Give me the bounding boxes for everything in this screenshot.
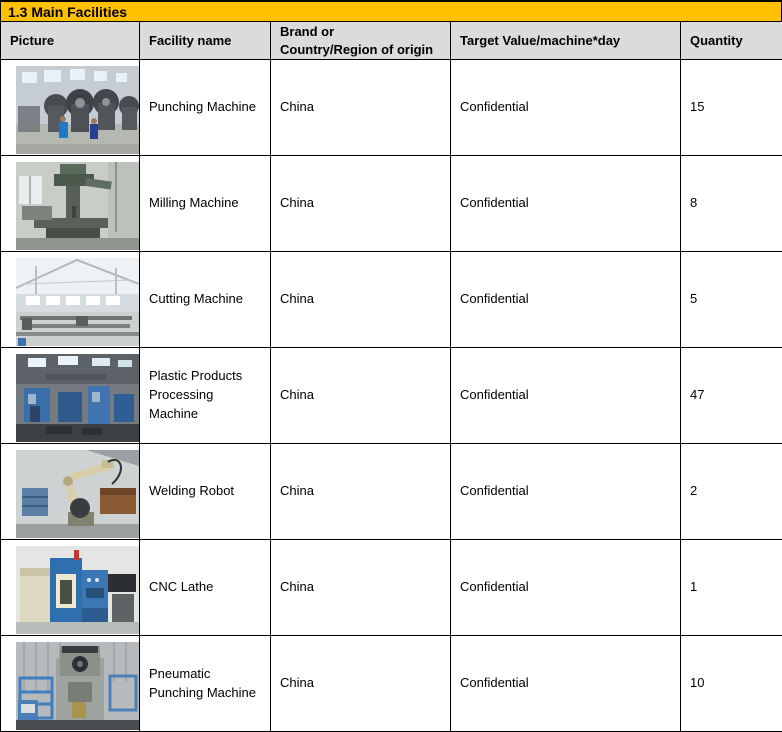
target-value-cell: Confidential: [450, 635, 681, 732]
brand-origin-cell: China: [270, 347, 451, 444]
cnc-lathe-photo: [16, 545, 139, 634]
cutting-machine-photo: [16, 257, 139, 346]
target-value-cell: Confidential: [450, 539, 681, 636]
quantity-cell: 5: [680, 251, 782, 348]
target-value-cell: Confidential: [450, 347, 681, 444]
picture-cell: [0, 443, 140, 540]
table-row: Pneumatic Punching Machine China Confide…: [0, 635, 782, 732]
welding-robot-photo: [16, 449, 139, 538]
brand-origin-cell: China: [270, 443, 451, 540]
plastic-processing-machine-photo: [16, 353, 139, 442]
facility-name-cell: Welding Robot: [139, 443, 271, 540]
facilities-table: Picture Facility name Brand or Country/R…: [0, 21, 782, 732]
brand-origin-cell: China: [270, 539, 451, 636]
table-row: Plastic Products Processing Machine Chin…: [0, 347, 782, 444]
target-value-cell: Confidential: [450, 251, 681, 348]
picture-cell: [0, 635, 140, 732]
quantity-cell: 2: [680, 443, 782, 540]
picture-cell: [0, 539, 140, 636]
picture-cell: [0, 251, 140, 348]
quantity-cell: 1: [680, 539, 782, 636]
table-row: CNC Lathe China Confidential 1: [0, 539, 782, 636]
picture-cell: [0, 347, 140, 444]
header-target-value: Target Value/machine*day: [450, 21, 681, 60]
milling-machine-photo: [16, 161, 139, 250]
facility-name-cell: Plastic Products Processing Machine: [139, 347, 271, 444]
facility-name-cell: Pneumatic Punching Machine: [139, 635, 271, 732]
target-value-cell: Confidential: [450, 59, 681, 156]
quantity-cell: 8: [680, 155, 782, 252]
punching-machine-photo: [16, 65, 139, 154]
header-brand-origin: Brand or Country/Region of origin: [270, 21, 451, 60]
brand-origin-cell: China: [270, 635, 451, 732]
facility-name-cell: Milling Machine: [139, 155, 271, 252]
picture-cell: [0, 155, 140, 252]
facility-name-cell: Cutting Machine: [139, 251, 271, 348]
picture-cell: [0, 59, 140, 156]
facility-name-cell: CNC Lathe: [139, 539, 271, 636]
brand-origin-cell: China: [270, 251, 451, 348]
header-picture: Picture: [0, 21, 140, 60]
table-row: Milling Machine China Confidential 8: [0, 155, 782, 252]
pneumatic-punching-machine-photo: [16, 641, 139, 730]
header-facility: Facility name: [139, 21, 271, 60]
brand-origin-cell: China: [270, 59, 451, 156]
quantity-cell: 10: [680, 635, 782, 732]
facility-name-cell: Punching Machine: [139, 59, 271, 156]
header-row: Picture Facility name Brand or Country/R…: [0, 21, 782, 60]
section-title: 1.3 Main Facilities: [8, 3, 128, 20]
section-title-bar: 1.3 Main Facilities: [0, 0, 782, 22]
table-row: Punching Machine China Confidential 15: [0, 59, 782, 156]
quantity-cell: 47: [680, 347, 782, 444]
quantity-cell: 15: [680, 59, 782, 156]
table-row: Cutting Machine China Confidential 5: [0, 251, 782, 348]
target-value-cell: Confidential: [450, 443, 681, 540]
table-row: Welding Robot China Confidential 2: [0, 443, 782, 540]
target-value-cell: Confidential: [450, 155, 681, 252]
header-quantity: Quantity: [680, 21, 782, 60]
brand-origin-cell: China: [270, 155, 451, 252]
